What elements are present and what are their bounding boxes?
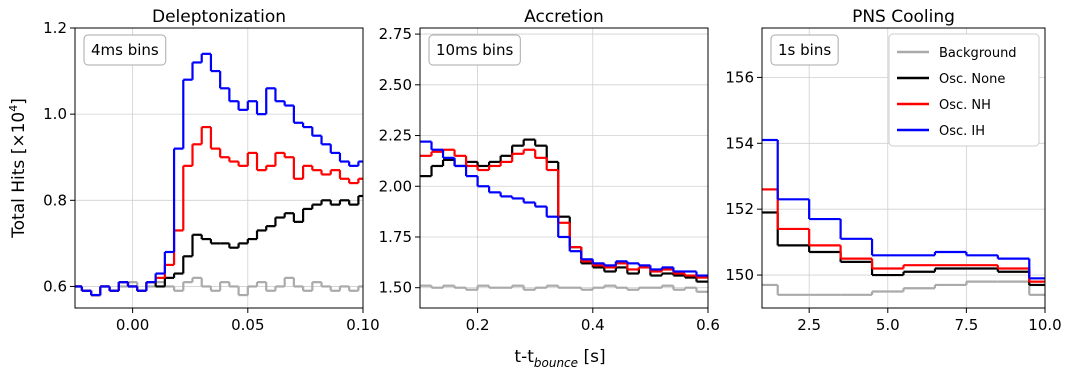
- x-tick-label: 7.5: [954, 316, 978, 334]
- panel-title: Accretion: [524, 7, 604, 27]
- annotation-box: [83, 34, 167, 66]
- x-tick-label: 2.5: [797, 316, 821, 334]
- annotation-box: [770, 34, 839, 66]
- x-tick-label: 0.4: [581, 316, 605, 334]
- legend-label: Osc. IH: [939, 124, 985, 139]
- x-label-text: t-t: [514, 347, 534, 367]
- step-riser: [430, 141, 698, 276]
- x-axis-label: t-tbounce [s]: [514, 347, 605, 370]
- annotation: 1s bins: [778, 41, 831, 59]
- x-tick-label: 5.0: [876, 316, 900, 334]
- y-label-text: Total Hits [×10: [9, 112, 29, 239]
- axes-frame: [761, 27, 1046, 309]
- y-tick-label: 1.0: [43, 105, 67, 123]
- x-tick-label: 10.0: [1028, 316, 1061, 334]
- x-label-end: [s]: [578, 347, 606, 367]
- y-tick-label: 1.50: [379, 279, 412, 297]
- series-group: [75, 52, 363, 297]
- panel: 1.50 1.75 2.00 2.25 2.50 2.75 0.2 0.4 0.6 Accreti…: [379, 7, 720, 334]
- annotation: 4ms bins: [91, 41, 159, 59]
- x-tick-label: 0.2: [466, 316, 490, 334]
- x-tick-label: 0.05: [231, 316, 264, 334]
- y-label-end: ]: [9, 98, 29, 105]
- annotation-box: [428, 34, 521, 66]
- y-tick-label: 0.6: [43, 277, 67, 295]
- panel-title: Deleptonization: [152, 7, 286, 27]
- step-riser: [80, 53, 360, 296]
- axes-frame: [419, 27, 709, 309]
- y-tick-label: 156: [725, 68, 754, 86]
- y-label-sup: 4: [7, 105, 20, 112]
- step-riser: [80, 196, 360, 296]
- y-tick-label: 2.25: [379, 127, 412, 145]
- x-tick-label: 0.6: [696, 316, 720, 334]
- annotation: 10ms bins: [436, 41, 513, 59]
- panel: 150 152 154 156 2.5 5.0 7.5 10.0 PNS Cooling 1s b…: [725, 7, 1061, 334]
- y-tick-label: 1.2: [43, 19, 67, 37]
- step-riser: [776, 281, 1031, 295]
- step-riser: [776, 212, 1031, 285]
- y-tick-label: 150: [725, 266, 754, 284]
- legend-label: Osc. None: [939, 72, 1005, 87]
- y-tick-label: 1.75: [379, 228, 412, 246]
- y-axis-label: Total Hits [×104]: [7, 98, 29, 239]
- step-riser: [80, 127, 360, 296]
- x-tick-label: 0.10: [346, 316, 379, 334]
- step-riser: [430, 285, 698, 292]
- y-tick-label: 2.00: [379, 177, 412, 195]
- x-label-sub: bounce: [534, 356, 578, 370]
- y-tick-label: 0.8: [43, 191, 67, 209]
- series-group: [420, 138, 708, 293]
- legend-box: [888, 33, 1040, 147]
- step-riser: [430, 149, 698, 278]
- legend-label: Background: [939, 46, 1017, 61]
- series-group: [762, 138, 1045, 296]
- x-tick-label: 0.00: [116, 316, 149, 334]
- y-tick-label: 2.50: [379, 76, 412, 94]
- y-tick-label: 2.75: [379, 25, 412, 43]
- y-tick-label: 152: [725, 200, 754, 218]
- y-tick-label: 154: [725, 134, 754, 152]
- panel: 0.6 0.8 1.0 1.2 0.00 0.05 0.10 Deleptonization 4…: [43, 7, 380, 334]
- legend-label: Osc. NH: [939, 98, 991, 113]
- axes-frame: [74, 27, 364, 309]
- panel-title: PNS Cooling: [852, 7, 955, 27]
